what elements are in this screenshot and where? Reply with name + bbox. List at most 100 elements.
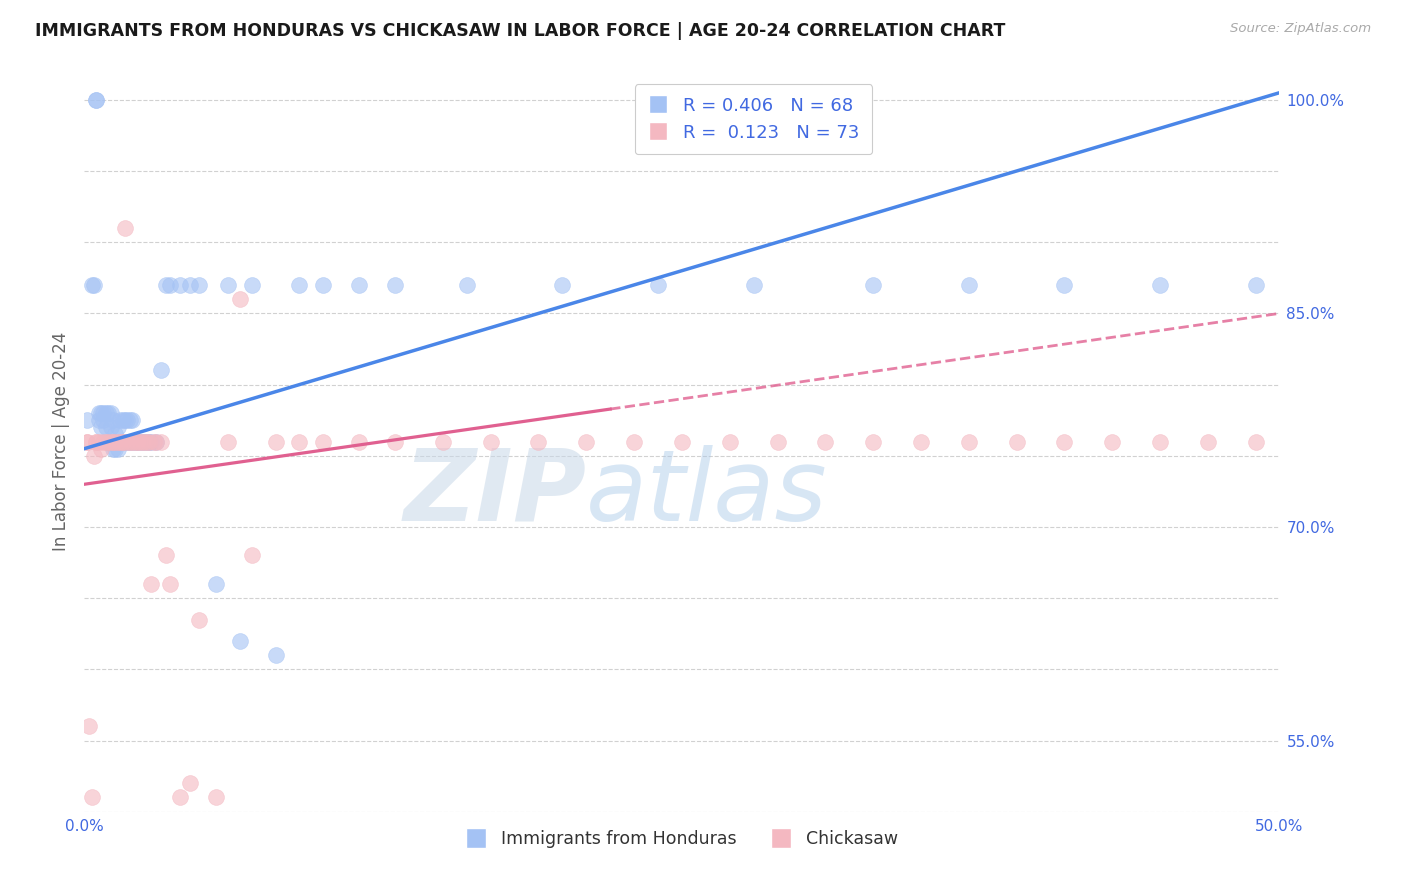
Legend: Immigrants from Honduras, Chickasaw: Immigrants from Honduras, Chickasaw xyxy=(458,823,905,855)
Point xyxy=(101,442,124,456)
Point xyxy=(240,549,263,563)
Point xyxy=(169,277,191,292)
Point xyxy=(205,577,228,591)
Point xyxy=(456,277,478,292)
Point xyxy=(264,648,287,662)
Point xyxy=(132,434,156,449)
Point xyxy=(957,277,980,292)
Point xyxy=(97,434,120,449)
Point xyxy=(179,277,201,292)
Point xyxy=(814,434,837,449)
Point xyxy=(117,434,139,449)
Point xyxy=(90,406,112,420)
Point xyxy=(111,434,134,449)
Point xyxy=(83,449,105,463)
Point xyxy=(142,434,165,449)
Point xyxy=(121,413,143,427)
Point xyxy=(104,434,127,449)
Point xyxy=(107,420,129,434)
Point xyxy=(384,434,406,449)
Text: ZIP: ZIP xyxy=(404,445,586,541)
Point xyxy=(86,93,108,107)
Point xyxy=(551,277,574,292)
Point xyxy=(107,442,129,456)
Point xyxy=(1053,434,1076,449)
Point xyxy=(155,277,177,292)
Point xyxy=(125,434,148,449)
Point xyxy=(110,413,132,427)
Point xyxy=(1005,434,1028,449)
Point xyxy=(766,434,789,449)
Point xyxy=(217,277,239,292)
Point xyxy=(1340,434,1362,449)
Point xyxy=(114,434,136,449)
Point xyxy=(87,434,110,449)
Point xyxy=(264,434,287,449)
Point xyxy=(90,442,112,456)
Point xyxy=(97,406,120,420)
Point xyxy=(80,277,103,292)
Point xyxy=(100,420,122,434)
Point xyxy=(118,434,141,449)
Point xyxy=(575,434,598,449)
Point xyxy=(104,442,127,456)
Text: Source: ZipAtlas.com: Source: ZipAtlas.com xyxy=(1230,22,1371,36)
Point xyxy=(527,434,550,449)
Point xyxy=(83,277,105,292)
Point xyxy=(229,292,252,306)
Point xyxy=(647,277,669,292)
Point xyxy=(111,434,134,449)
Point xyxy=(86,434,108,449)
Point xyxy=(94,434,117,449)
Point xyxy=(312,434,335,449)
Point xyxy=(623,434,645,449)
Point xyxy=(1244,434,1267,449)
Point xyxy=(86,93,108,107)
Point xyxy=(159,277,181,292)
Point xyxy=(1388,434,1406,449)
Point xyxy=(217,434,239,449)
Point xyxy=(1292,434,1315,449)
Point xyxy=(86,434,108,449)
Point xyxy=(125,434,148,449)
Point xyxy=(121,434,143,449)
Point xyxy=(128,434,150,449)
Point xyxy=(90,420,112,434)
Point xyxy=(131,434,153,449)
Point xyxy=(479,434,502,449)
Point xyxy=(135,434,157,449)
Point xyxy=(288,277,311,292)
Point xyxy=(862,277,884,292)
Point xyxy=(188,277,211,292)
Text: IMMIGRANTS FROM HONDURAS VS CHICKASAW IN LABOR FORCE | AGE 20-24 CORRELATION CHA: IMMIGRANTS FROM HONDURAS VS CHICKASAW IN… xyxy=(35,22,1005,40)
Point xyxy=(1197,434,1219,449)
Point xyxy=(159,577,181,591)
Point xyxy=(80,790,103,805)
Point xyxy=(104,427,127,442)
Point xyxy=(97,434,120,449)
Point xyxy=(432,434,454,449)
Point xyxy=(124,434,146,449)
Point xyxy=(957,434,980,449)
Point xyxy=(132,434,156,449)
Point xyxy=(100,406,122,420)
Point xyxy=(1053,277,1076,292)
Point xyxy=(118,413,141,427)
Point xyxy=(1101,434,1123,449)
Point xyxy=(87,413,110,427)
Point xyxy=(671,434,693,449)
Point xyxy=(188,613,211,627)
Point xyxy=(76,413,98,427)
Point xyxy=(114,413,136,427)
Point xyxy=(128,434,150,449)
Point xyxy=(101,434,124,449)
Point xyxy=(121,434,143,449)
Point xyxy=(87,406,110,420)
Point xyxy=(118,434,141,449)
Point xyxy=(76,434,98,449)
Point xyxy=(169,790,191,805)
Point xyxy=(145,434,167,449)
Point xyxy=(93,413,115,427)
Point xyxy=(100,434,122,449)
Point xyxy=(94,406,117,420)
